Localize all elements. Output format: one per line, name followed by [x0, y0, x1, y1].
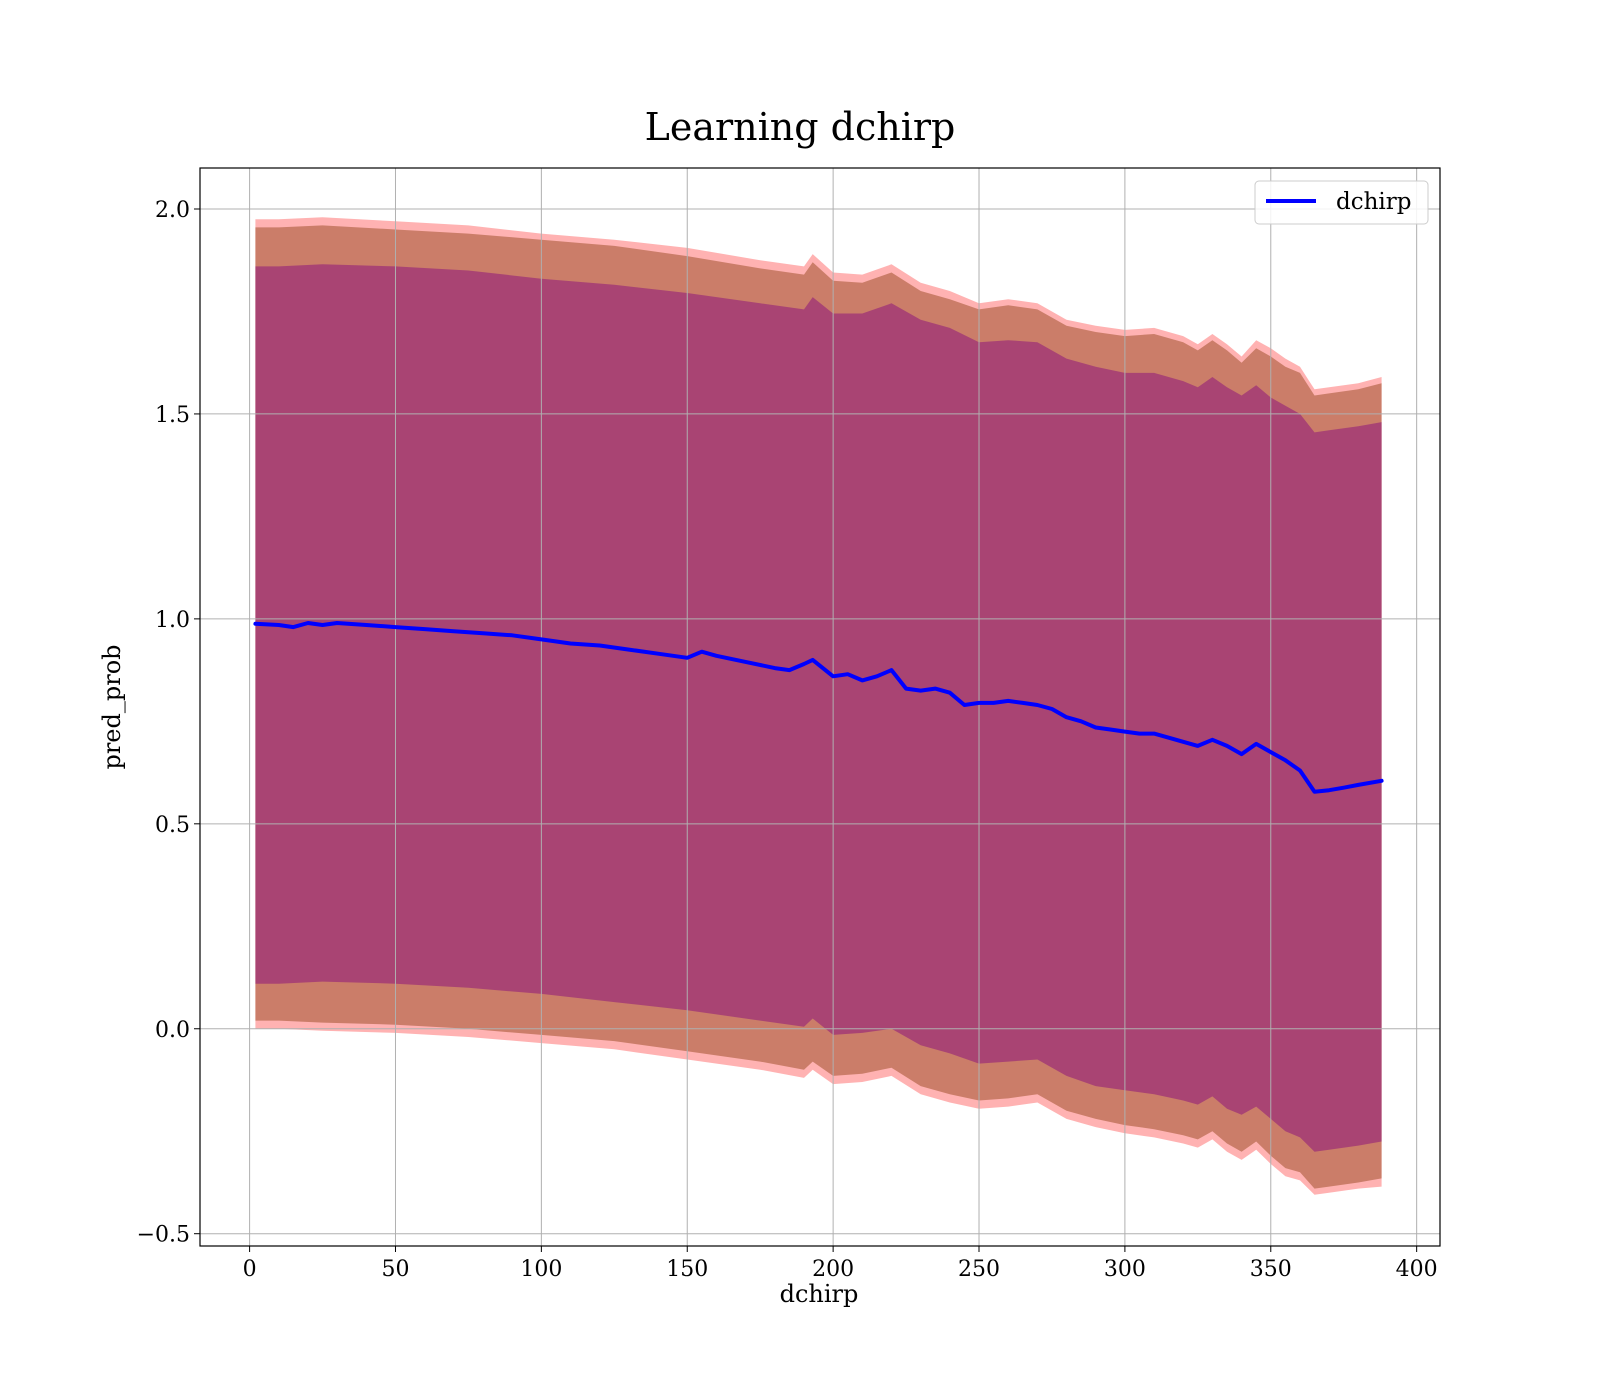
chart-title: Learning dchirp: [645, 105, 956, 149]
legend: dchirp: [1254, 180, 1429, 225]
series-line-dchirp: [253, 621, 1384, 794]
legend-label-dchirp: dchirp: [1336, 189, 1412, 215]
legend-box: [1254, 180, 1429, 225]
y-tick-label: 2.0: [155, 198, 190, 223]
x-tick-label: 100: [520, 1257, 562, 1282]
y-axis-ticks: −0.5 0.0 0.5 1.0 1.5 2.0: [137, 198, 200, 1248]
y-tick-label: 1.0: [155, 608, 190, 633]
y-tick-label: −0.5: [137, 1223, 190, 1248]
x-tick-label: 400: [1396, 1257, 1438, 1282]
y-tick-label: 0.0: [155, 1018, 190, 1043]
x-tick-label: 200: [812, 1257, 854, 1282]
x-tick-label: 50: [381, 1257, 409, 1282]
x-tick-label: 300: [1104, 1257, 1146, 1282]
series-lines: [253, 621, 1384, 794]
x-tick-label: 350: [1250, 1257, 1292, 1282]
y-axis-title: pred_prob: [98, 644, 126, 769]
x-axis-ticks: 0 50 100 150 200 250 300 350 400: [243, 1246, 1438, 1282]
y-tick-label: 0.5: [155, 813, 190, 838]
x-tick-label: 250: [958, 1257, 1000, 1282]
grid: [200, 168, 1440, 1246]
y-tick-label: 1.5: [155, 403, 190, 428]
band-middle: [255, 225, 1382, 1189]
band-inner: [255, 264, 1382, 1152]
confidence-bands: [255, 217, 1382, 1195]
x-tick-label: 0: [243, 1257, 257, 1282]
x-tick-label: 150: [666, 1257, 708, 1282]
plot-frame: [199, 167, 1441, 1247]
x-axis-title: dchirp: [780, 1280, 859, 1308]
